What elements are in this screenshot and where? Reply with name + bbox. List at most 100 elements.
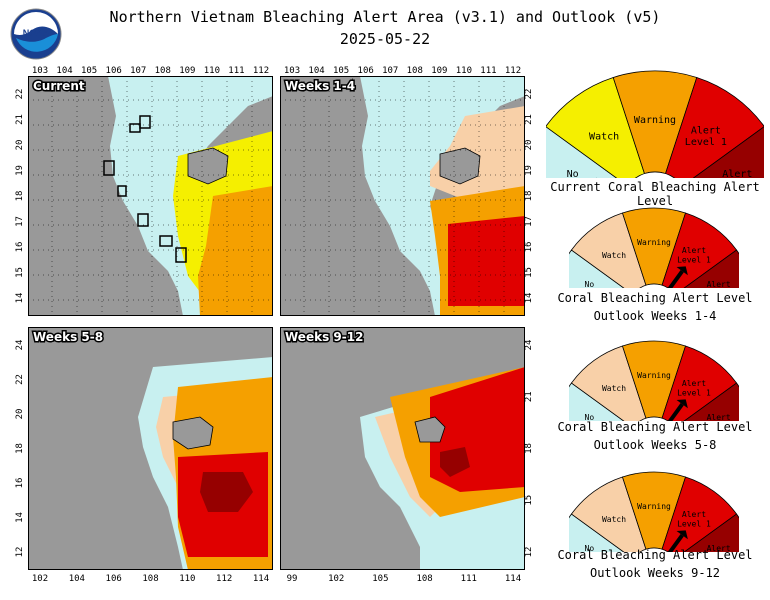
sea-warning (198, 186, 273, 316)
x-tick-label: 99 (287, 574, 298, 584)
x-tick-label: 105 (81, 66, 97, 76)
map-current: Current (28, 76, 273, 316)
x-tick-label: 104 (56, 66, 72, 76)
y-tick-label: 16 (15, 478, 25, 489)
map-weeks-1-4: Weeks 1-4 (280, 76, 525, 316)
gauge-label-alert1: Level 1 (677, 255, 711, 264)
gauge-dial: NoStressWatchWarningAlertLevel 1AlertLev… (546, 70, 764, 178)
y-tick-label: 14 (524, 293, 534, 304)
page-date: 2025-05-22 (339, 30, 431, 48)
x-tick-label: 106 (106, 66, 122, 76)
gauge-caption: Outlook Weeks 9-12 (589, 566, 721, 580)
x-tick-label: 110 (456, 66, 472, 76)
map-panel-weeks-5-8: Weeks 5-8 (28, 327, 273, 570)
x-tick-label: 109 (179, 66, 195, 76)
x-tick-label: 111 (461, 574, 477, 584)
x-tick-label: 111 (228, 66, 244, 76)
y-tick-label: 14 (15, 293, 25, 304)
y-tick-label: 18 (15, 443, 25, 454)
y-tick-label: 19 (524, 165, 534, 176)
y-tick-label: 20 (15, 140, 25, 151)
x-tick-label: 109 (431, 66, 447, 76)
x-tick-label: 104 (308, 66, 324, 76)
y-tick-label: 18 (524, 191, 534, 202)
panel-label-weeks-1-4: Weeks 1-4 (285, 79, 355, 93)
y-tick-label: 12 (15, 547, 25, 558)
gauge-label-alert1: Alert (682, 246, 706, 255)
gauge-label-no-stress: No (585, 280, 595, 288)
gauge-label-warning: Warning (637, 502, 671, 511)
x-tick-label: 114 (253, 574, 269, 584)
x-tick-label: 108 (142, 574, 158, 584)
map-panel-weeks-1-4: Weeks 1-4 (280, 76, 525, 316)
alert-gauge: NoStressWatchWarningAlertLevel 1AlertLev… (569, 468, 739, 552)
y-tick-label: 20 (15, 409, 25, 420)
gauge-label-alert2: Alert (722, 169, 752, 178)
sea-alert2 (440, 447, 470, 477)
y-tick-label: 18 (15, 191, 25, 202)
gauge-label-warning: Warning (634, 115, 676, 126)
map-grid (28, 76, 273, 316)
gauge-label-alert1: Level 1 (677, 519, 711, 528)
gauge-label-alert1: Level 1 (677, 388, 711, 397)
noaa-logo: NOAA (10, 8, 62, 60)
y-tick-label: 22 (15, 374, 25, 385)
y-tick-label: 24 (524, 340, 534, 351)
sea-alert2 (200, 472, 253, 512)
gauge-label-no-stress: No (567, 169, 579, 178)
y-tick-label: 15 (524, 495, 534, 506)
gauge-caption: Outlook Weeks 1-4 (593, 309, 717, 323)
island-hainan (172, 416, 214, 450)
sea-no-stress (108, 76, 273, 316)
y-tick-label: 15 (524, 267, 534, 278)
gauge-hub (635, 171, 675, 178)
gauge-label-alert1: Alert (682, 510, 706, 519)
gauge-arrow-head (676, 399, 688, 409)
panel-label-current: Current (33, 79, 85, 93)
gauge-caption: Coral Bleaching Alert Level (557, 548, 753, 562)
gauge-label-watch: Watch (602, 515, 626, 524)
map-panel-current: Current (28, 76, 273, 316)
y-tick-label: 12 (524, 547, 534, 558)
gauge-hub (639, 416, 669, 421)
gauge-label-no-stress: No (585, 544, 595, 552)
gauge-dial: NoStressWatchWarningAlertLevel 1AlertLev… (569, 471, 739, 552)
x-tick-label: 103 (284, 66, 300, 76)
gauge-caption: Current Coral Bleaching Alert Level (550, 180, 760, 208)
x-tick-label: 107 (130, 66, 146, 76)
map-panel-weeks-9-12: Weeks 9-12 (280, 327, 525, 570)
gauge-segment-alert1 (665, 76, 764, 178)
y-tick-label: 15 (15, 267, 25, 278)
gauge-segment-alert2 (683, 513, 739, 552)
x-tick-label: 102 (328, 574, 344, 584)
panel-label-weeks-5-8: Weeks 5-8 (33, 330, 103, 344)
island-hainan (414, 416, 446, 443)
gauge-label-alert1: Level 1 (685, 137, 727, 148)
y-tick-label: 21 (524, 114, 534, 125)
gauge-label-warning: Warning (637, 238, 671, 247)
gauge-dial: NoStressWatchWarningAlertLevel 1AlertLev… (569, 207, 739, 288)
y-tick-label: 19 (15, 165, 25, 176)
gauge-caption: Outlook Weeks 5-8 (593, 438, 717, 452)
x-tick-label: 112 (505, 66, 521, 76)
sea-alert1 (448, 216, 525, 306)
alert-gauge: NoStressWatchWarningAlertLevel 1AlertLev… (569, 337, 739, 421)
gauge-caption: Coral Bleaching Alert Level (557, 420, 753, 434)
page-title: Northern Vietnam Bleaching Alert Area (v… (109, 8, 661, 26)
y-tick-label: 16 (524, 242, 534, 253)
y-tick-label: 14 (15, 512, 25, 523)
gauge-label-watch: Watch (589, 131, 619, 142)
x-tick-label: 110 (179, 574, 195, 584)
gauge-label-watch: Watch (602, 251, 626, 260)
gauge-arrow-head (676, 530, 688, 540)
gauge-hub (639, 283, 669, 288)
map-weeks-5-8: Weeks 5-8 (28, 327, 273, 570)
alert-gauge: NoStressWatchWarningAlertLevel 1AlertLev… (546, 70, 764, 178)
gauge-arrow (667, 402, 684, 421)
gauge-label-alert1: Alert (682, 379, 706, 388)
sea-no-stress (360, 76, 525, 316)
y-tick-label: 22 (15, 89, 25, 100)
map-grid (280, 76, 525, 316)
x-tick-label: 102 (32, 574, 48, 584)
gauge-label-alert2: Alert (707, 544, 731, 552)
